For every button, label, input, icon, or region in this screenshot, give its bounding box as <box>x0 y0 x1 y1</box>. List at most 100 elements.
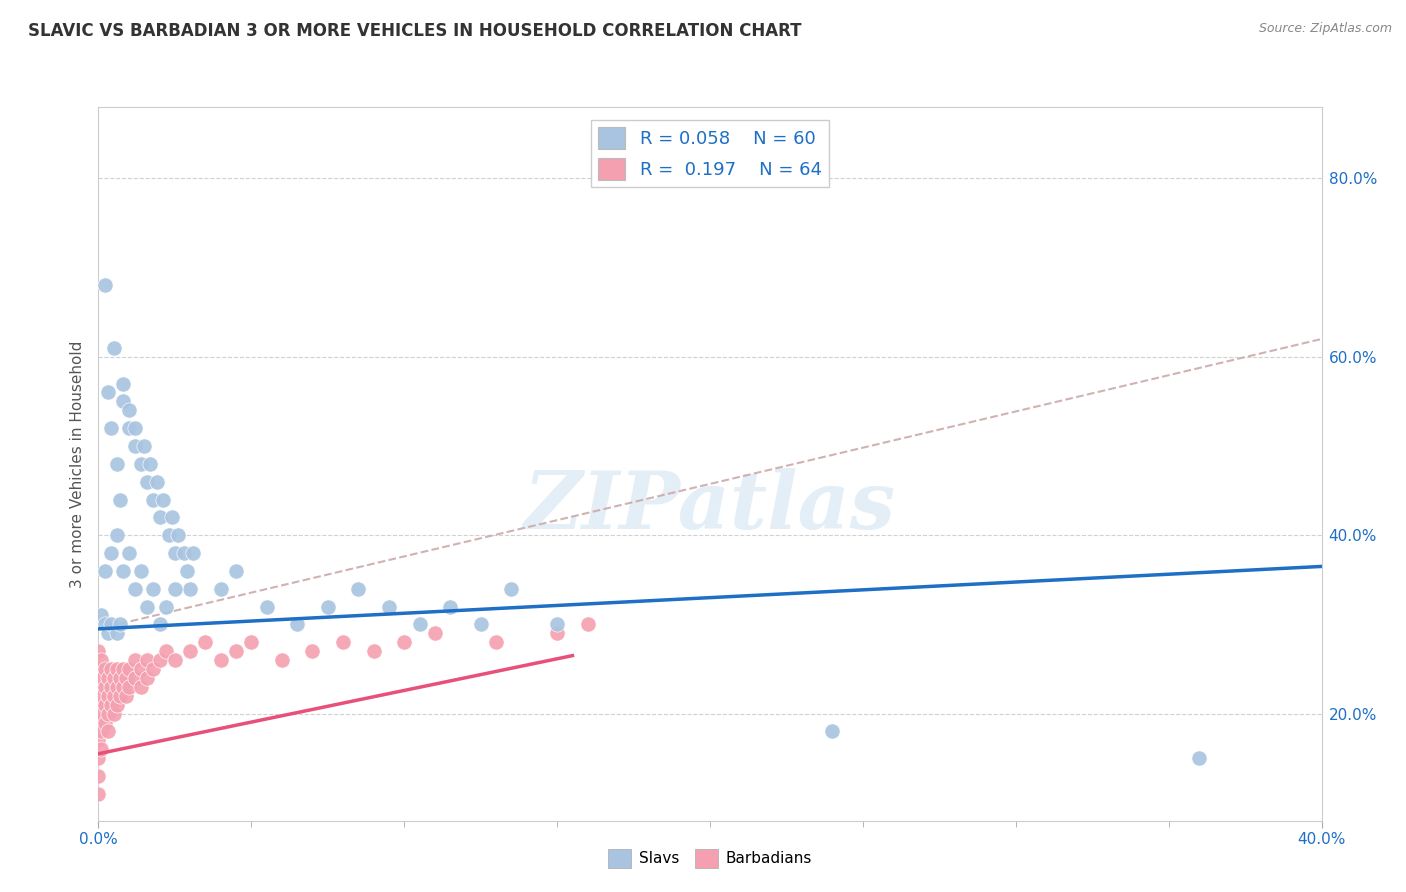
Point <box>118 662 141 676</box>
Point <box>105 662 128 676</box>
Point <box>149 653 172 667</box>
Point <box>93 698 115 712</box>
Point <box>285 617 308 632</box>
Y-axis label: 3 or more Vehicles in Household: 3 or more Vehicles in Household <box>69 340 84 588</box>
Text: SLAVIC VS BARBADIAN 3 OR MORE VEHICLES IN HOUSEHOLD CORRELATION CHART: SLAVIC VS BARBADIAN 3 OR MORE VEHICLES I… <box>28 22 801 40</box>
Point <box>179 644 201 658</box>
Point <box>225 564 247 578</box>
Point <box>118 421 141 435</box>
Point <box>155 599 177 614</box>
Text: ZIPatlas: ZIPatlas <box>524 468 896 545</box>
Point <box>134 439 156 453</box>
Point <box>209 653 232 667</box>
Point <box>546 626 568 640</box>
Point <box>155 644 177 658</box>
Point <box>160 510 183 524</box>
Point <box>301 644 323 658</box>
Point <box>111 662 134 676</box>
Point <box>142 582 165 596</box>
Point <box>576 617 599 632</box>
Point <box>316 599 339 614</box>
Point <box>111 564 134 578</box>
Point <box>97 671 120 685</box>
Point <box>105 626 128 640</box>
Point <box>105 698 128 712</box>
Point <box>108 689 131 703</box>
Point <box>87 662 110 676</box>
Point <box>100 421 122 435</box>
Point <box>363 644 385 658</box>
Point <box>136 475 159 489</box>
Point <box>97 689 120 703</box>
Point <box>439 599 461 614</box>
Point <box>87 769 110 783</box>
Point <box>90 724 112 739</box>
Point <box>152 492 174 507</box>
Point <box>136 599 159 614</box>
Point <box>378 599 401 614</box>
Point <box>87 787 110 801</box>
Point <box>100 546 122 560</box>
Point <box>100 698 122 712</box>
Point <box>97 706 120 721</box>
Point <box>129 457 152 471</box>
Point <box>108 671 131 685</box>
Point <box>100 617 122 632</box>
Point <box>97 385 120 400</box>
Point <box>108 617 131 632</box>
Point <box>142 492 165 507</box>
Point <box>136 671 159 685</box>
Point <box>87 715 110 730</box>
Point <box>167 528 190 542</box>
Point <box>100 680 122 694</box>
Point <box>181 546 204 560</box>
Point <box>392 635 416 649</box>
Point <box>501 582 523 596</box>
Point <box>105 528 128 542</box>
Point <box>105 680 128 694</box>
Point <box>124 421 146 435</box>
Point <box>163 653 186 667</box>
Point <box>332 635 354 649</box>
Point <box>124 439 146 453</box>
Point <box>225 644 247 658</box>
Point <box>90 706 112 721</box>
Text: Source: ZipAtlas.com: Source: ZipAtlas.com <box>1258 22 1392 36</box>
Point <box>87 751 110 765</box>
Point <box>118 680 141 694</box>
Point <box>90 742 112 756</box>
Point <box>129 662 152 676</box>
Point <box>145 475 167 489</box>
Point <box>90 653 112 667</box>
Point <box>423 626 446 640</box>
Point <box>103 341 125 355</box>
Point <box>124 582 146 596</box>
Point <box>97 724 120 739</box>
Point <box>111 680 134 694</box>
Point <box>194 635 217 649</box>
Point <box>93 662 115 676</box>
Point <box>93 680 115 694</box>
Point <box>546 617 568 632</box>
Point <box>485 635 508 649</box>
Point <box>142 662 165 676</box>
Point <box>103 689 125 703</box>
Point <box>93 564 115 578</box>
Point <box>270 653 292 667</box>
Point <box>1188 751 1211 765</box>
Point <box>118 403 141 417</box>
Point <box>93 715 115 730</box>
Point <box>97 626 120 640</box>
Point <box>90 608 112 623</box>
Point <box>111 394 134 409</box>
Point <box>103 671 125 685</box>
Point <box>176 564 198 578</box>
Point <box>108 492 131 507</box>
Point <box>90 689 112 703</box>
Point <box>240 635 263 649</box>
Point <box>129 680 152 694</box>
Point <box>105 457 128 471</box>
Point <box>149 510 172 524</box>
Point <box>157 528 180 542</box>
Point <box>111 376 134 391</box>
